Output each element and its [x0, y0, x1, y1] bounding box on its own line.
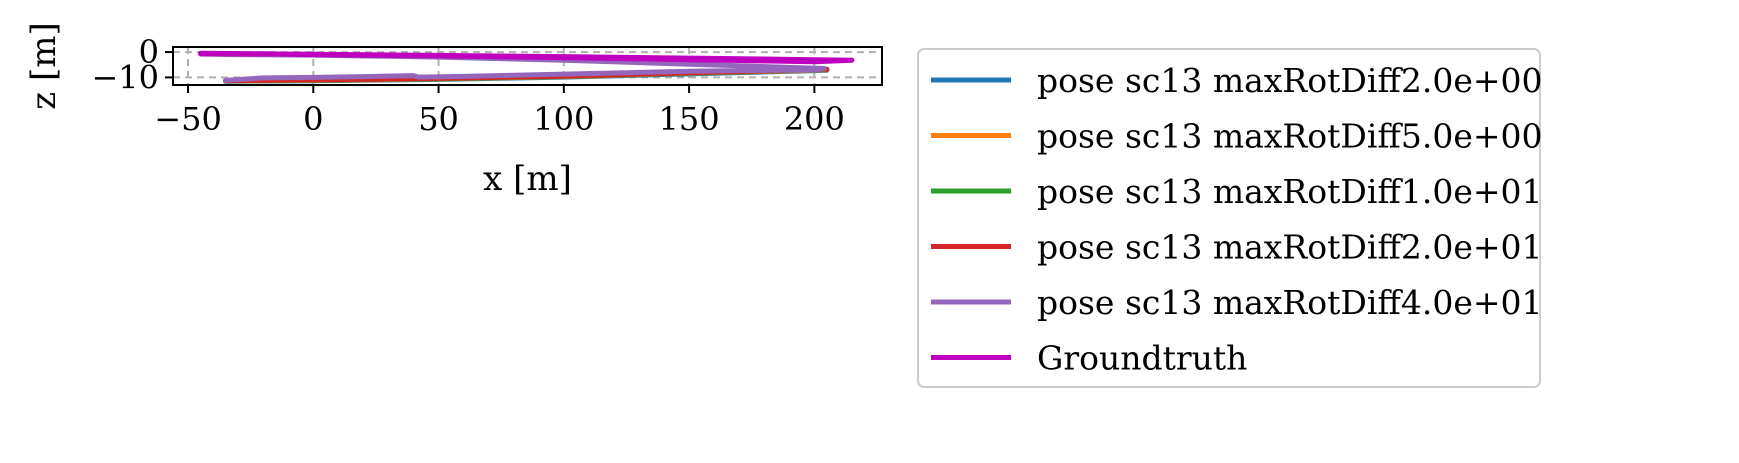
legend-entry: pose sc13 maxRotDiff2.0e+00 [931, 61, 1543, 100]
x-axis-label: x [m] [483, 159, 572, 199]
legend-entry: Groundtruth [931, 339, 1247, 378]
x-tick-label: 200 [784, 100, 845, 138]
y-tick-label: 0 [139, 33, 159, 71]
legend-label: pose sc13 maxRotDiff1.0e+01 [1037, 172, 1543, 211]
x-tick-label: 150 [659, 100, 720, 138]
y-axis-label: z [m] [24, 22, 64, 110]
x-tick-label: −50 [154, 100, 222, 138]
legend-label: Groundtruth [1037, 339, 1247, 378]
plot-area: −50 0 50 100 150 200 0−10 [91, 33, 883, 138]
legend-label: pose sc13 maxRotDiff4.0e+01 [1037, 283, 1543, 322]
y-axis-ticks: 0−10 [91, 33, 173, 96]
x-tick-label: 50 [418, 100, 459, 138]
legend-label: pose sc13 maxRotDiff2.0e+01 [1037, 228, 1543, 267]
legend: pose sc13 maxRotDiff2.0e+00 pose sc13 max… [917, 48, 1543, 388]
x-axis-ticks: −50 0 50 100 150 200 [154, 85, 845, 138]
legend-entries: pose sc13 maxRotDiff2.0e+00 pose sc13 max… [931, 61, 1543, 378]
plot-frame [172, 46, 883, 86]
x-tick-label: 100 [533, 100, 594, 138]
legend-entry: pose sc13 maxRotDiff2.0e+01 [931, 228, 1543, 267]
x-tick-label: 0 [303, 100, 323, 138]
legend-entry: pose sc13 maxRotDiff4.0e+01 [931, 283, 1543, 322]
legend-entry: pose sc13 maxRotDiff1.0e+01 [931, 172, 1543, 211]
legend-label: pose sc13 maxRotDiff2.0e+00 [1037, 61, 1543, 100]
legend-entry: pose sc13 maxRotDiff5.0e+00 [931, 117, 1543, 156]
y-tick-label: −10 [91, 58, 159, 96]
legend-box [917, 48, 1541, 388]
series-layer [198, 50, 855, 84]
legend-label: pose sc13 maxRotDiff5.0e+00 [1037, 117, 1543, 156]
series-line-6 [198, 50, 855, 65]
